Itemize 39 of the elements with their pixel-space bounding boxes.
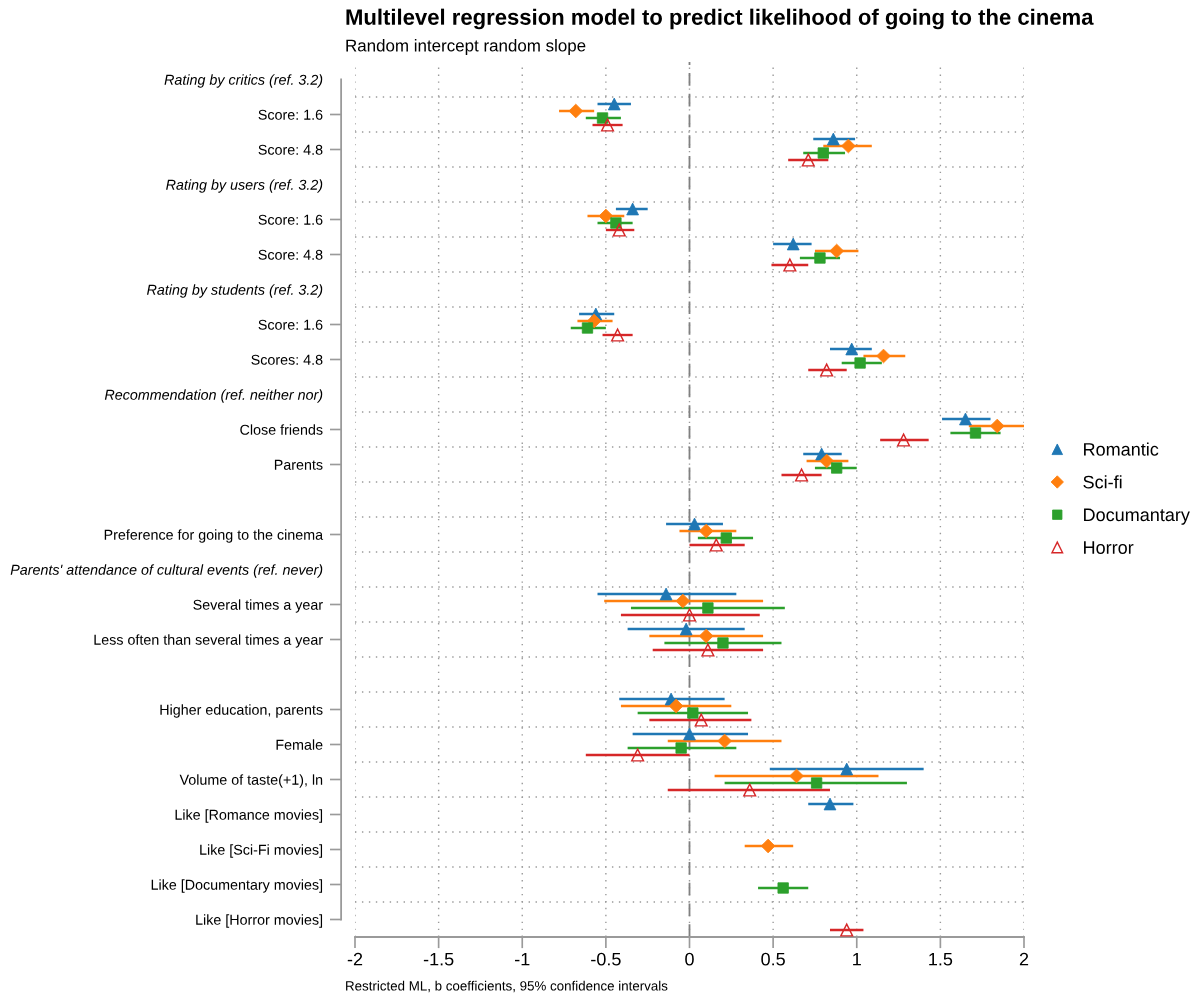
y-tick-label: Rating by users (ref. 3.2) xyxy=(166,179,323,193)
chart-title: Multilevel regression model to predict likelihood of going to the cinema xyxy=(346,8,1094,30)
y-tick-label: Score: 4.8 xyxy=(258,144,323,155)
y-tick-label: Parents' attendance of cultural events (ref. never) xyxy=(10,564,323,578)
x-tick-label: -1 xyxy=(515,952,530,966)
y-tick-label: Less often than several times a year xyxy=(94,634,323,648)
y-tick-label: Like [Sci-Fi movies] xyxy=(200,844,323,858)
x-tick-label: -0.5 xyxy=(591,952,621,966)
y-tick-label: Preference for going to the cinema xyxy=(104,529,324,543)
y-tick-label: Score: 4.8 xyxy=(258,249,323,260)
x-tick-label: 1 xyxy=(853,952,861,966)
y-tick-label: Several times a year xyxy=(193,599,323,613)
x-tick-label: 2 xyxy=(1019,952,1029,966)
y-tick-label: Recommendation (ref. neither nor) xyxy=(104,389,323,403)
legend-label: Documantary xyxy=(1084,508,1190,525)
x-tick-label: 1.5 xyxy=(929,952,953,966)
y-tick-label: Score: 1.6 xyxy=(258,109,323,120)
y-tick-label: Close friends xyxy=(240,424,323,435)
chart-subtitle: Random intercept random slope xyxy=(346,39,586,55)
x-tick-label: -1.5 xyxy=(423,952,454,966)
x-tick-label: 0.5 xyxy=(761,952,785,966)
y-tick-label: Higher education, parents xyxy=(160,704,323,718)
x-tick-label: -2 xyxy=(347,952,363,966)
y-tick-label: Like [Horror movies] xyxy=(196,914,323,928)
legend-label: Sci-fi xyxy=(1083,475,1122,489)
x-tick-label: 0 xyxy=(685,952,694,966)
y-tick-label: Volume of taste(+1), ln xyxy=(179,774,323,788)
y-tick-label: Score: 1.6 xyxy=(258,319,323,330)
y-tick-label: Scores: 4.8 xyxy=(251,354,323,365)
y-tick-label: Like [Romance movies] xyxy=(175,809,323,823)
y-tick-label: Rating by students (ref. 3.2) xyxy=(146,284,323,298)
legend-label: Horror xyxy=(1084,541,1134,554)
legend-label: Romantic xyxy=(1084,442,1159,456)
y-tick-label: Score: 1.6 xyxy=(258,214,323,225)
y-tick-label: Parents xyxy=(274,459,323,470)
y-tick-label: Like [Documentary movies] xyxy=(151,879,323,893)
text: Restricted ML, b coefficients, 95% confidence intervals xyxy=(346,980,668,993)
y-tick-label: Rating by critics (ref. 3.2) xyxy=(164,74,323,88)
y-tick-label: Female xyxy=(276,739,323,750)
